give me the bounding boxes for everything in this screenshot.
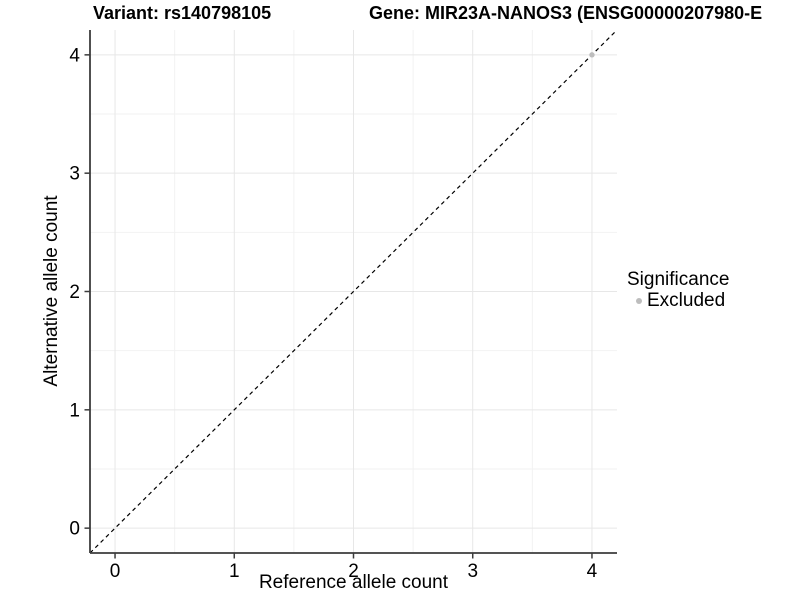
svg-text:0: 0 [69, 519, 80, 540]
svg-text:2: 2 [69, 282, 80, 303]
svg-text:4: 4 [69, 45, 80, 66]
legend-item-label: Excluded [647, 290, 726, 311]
axis-tick-marks [84, 54, 593, 559]
svg-text:1: 1 [69, 400, 80, 421]
excluded-point-icon [636, 297, 642, 304]
data-points [589, 52, 595, 58]
axis-tick-labels: 0 1 2 3 4 0 1 2 3 4 [69, 45, 597, 582]
identity-dashed-line [89, 29, 618, 554]
svg-text:3: 3 [467, 561, 478, 582]
plot-title-variant: Variant: rs140798105 [93, 3, 272, 23]
svg-text:4: 4 [587, 561, 598, 582]
y-axis-label: Alternative allele count [41, 195, 62, 387]
svg-text:3: 3 [69, 164, 80, 185]
x-axis-label: Reference allele count [258, 572, 449, 593]
svg-text:2: 2 [348, 561, 359, 582]
legend-item-excluded: Excluded [627, 290, 729, 311]
svg-text:1: 1 [229, 561, 240, 582]
legend-title: Significance [627, 269, 730, 290]
plot-title-gene: Gene: MIR23A-NANOS3 (ENSG00000207980-E [369, 3, 763, 23]
data-point [589, 52, 595, 58]
svg-text:0: 0 [110, 561, 121, 582]
legend: Significance Excluded [627, 269, 729, 311]
